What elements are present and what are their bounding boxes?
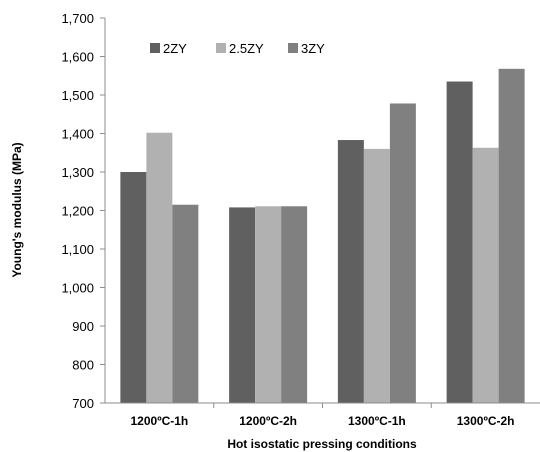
x-tick-label: 1300ºC-2h	[457, 414, 515, 428]
bar-2.5ZY-4	[472, 147, 499, 403]
y-tick-label: 1,200	[61, 204, 94, 219]
bar-2.5ZY-1	[146, 132, 173, 404]
y-tick-label: 900	[72, 319, 94, 334]
bars	[120, 68, 525, 404]
x-axis-title: Hot isostatic pressing conditions	[227, 437, 417, 451]
x-tick-labels: 1200ºC-1h 1200ºC-2h 1300ºC-1h 1300ºC-2h	[131, 403, 515, 428]
y-tick-label: 800	[72, 358, 94, 373]
bar-3ZY-4	[498, 68, 525, 403]
legend-swatch	[216, 43, 226, 53]
bar-2ZY-3	[337, 140, 364, 404]
bar-2ZY-4	[446, 81, 473, 404]
y-tick-label: 1,400	[61, 127, 94, 142]
legend-swatch	[150, 43, 160, 53]
x-tick-label: 1200ºC-2h	[239, 414, 297, 428]
bar-2.5ZY-3	[363, 148, 390, 403]
y-tick-label: 1,300	[61, 165, 94, 180]
x-tick-label: 1300ºC-1h	[348, 414, 406, 428]
y-tick-label: 1,000	[61, 281, 94, 296]
legend-label: 2ZY	[163, 41, 187, 56]
legend: 2ZY 2.5ZY 3ZY	[150, 41, 325, 56]
y-axis-title: Young's modulus (MPa)	[10, 142, 24, 277]
bar-2.5ZY-2	[255, 206, 282, 403]
y-tick-label: 700	[72, 396, 94, 411]
legend-swatch	[288, 43, 298, 53]
bar-3ZY-1	[172, 204, 199, 403]
y-tick-label: 1,600	[61, 50, 94, 65]
y-tick-label: 1,500	[61, 88, 94, 103]
y-tick-label: 1,100	[61, 242, 94, 257]
bar-3ZY-2	[281, 206, 308, 403]
bar-3ZY-3	[389, 103, 416, 403]
x-tick-label: 1200ºC-1h	[131, 414, 189, 428]
y-tick-labels: 700 800 900 1,000 1,100 1,200 1,300 1,400 1,500 1…	[61, 11, 105, 411]
y-tick-label: 1,700	[61, 11, 94, 26]
legend-label: 3ZY	[301, 41, 325, 56]
bar-2ZY-1	[120, 172, 147, 403]
bar-2ZY-2	[229, 207, 256, 403]
legend-label: 2.5ZY	[229, 41, 264, 56]
